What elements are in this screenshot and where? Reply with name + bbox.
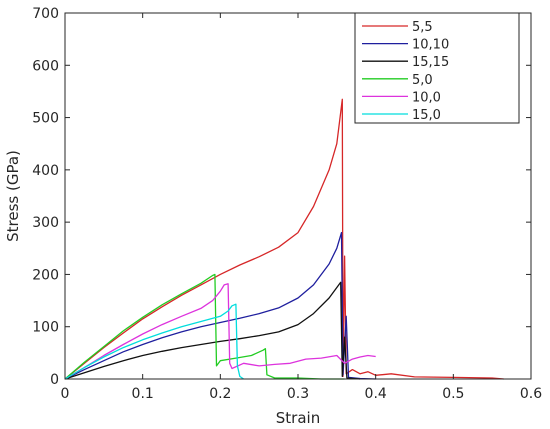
y-tick-label-0: 0 xyxy=(50,372,59,388)
series-line-3 xyxy=(64,273,345,380)
y-tick-label-4: 400 xyxy=(32,163,59,179)
legend: 5,5 10,10 15,15 5,0 10,0 15,0 xyxy=(354,12,520,124)
x-tick-label-3: 0.3 xyxy=(287,386,309,402)
legend-box xyxy=(354,12,520,124)
legend-label-1: 10,10 xyxy=(412,38,449,53)
series-layer xyxy=(64,98,504,380)
x-tick-label-4: 0.4 xyxy=(365,386,387,402)
y-axis-label: Stress (GPa) xyxy=(4,150,22,242)
x-tick-label-1: 0.1 xyxy=(132,386,154,402)
ticks-layer xyxy=(64,12,532,380)
legend-label-5: 15,0 xyxy=(412,108,441,123)
y-tick-label-5: 500 xyxy=(32,111,59,127)
y-tick-label-1: 100 xyxy=(32,320,59,336)
series-line-4 xyxy=(64,283,376,380)
y-tick-label-6: 600 xyxy=(32,58,59,74)
y-tick-label-3: 300 xyxy=(32,215,59,231)
x-tick-label-2: 0.2 xyxy=(209,386,231,402)
y-tick-labels: 0 100 200 300 400 500 600 700 xyxy=(32,6,59,388)
x-tick-label-0: 0 xyxy=(61,386,70,402)
legend-label-2: 15,15 xyxy=(412,55,449,70)
legend-label-0: 5,5 xyxy=(412,20,433,35)
y-tick-label-7: 700 xyxy=(32,6,59,22)
x-tick-label-6: 0.6 xyxy=(520,386,542,402)
series-line-5 xyxy=(64,303,244,380)
x-tick-labels: 0 0.1 0.2 0.3 0.4 0.5 0.6 xyxy=(61,386,543,402)
y-tick-label-2: 200 xyxy=(32,267,59,283)
legend-label-4: 10,0 xyxy=(412,90,441,105)
legend-label-3: 5,0 xyxy=(412,73,433,88)
x-axis-label: Strain xyxy=(276,409,320,427)
series-line-0 xyxy=(64,98,504,380)
x-tick-label-5: 0.5 xyxy=(442,386,464,402)
